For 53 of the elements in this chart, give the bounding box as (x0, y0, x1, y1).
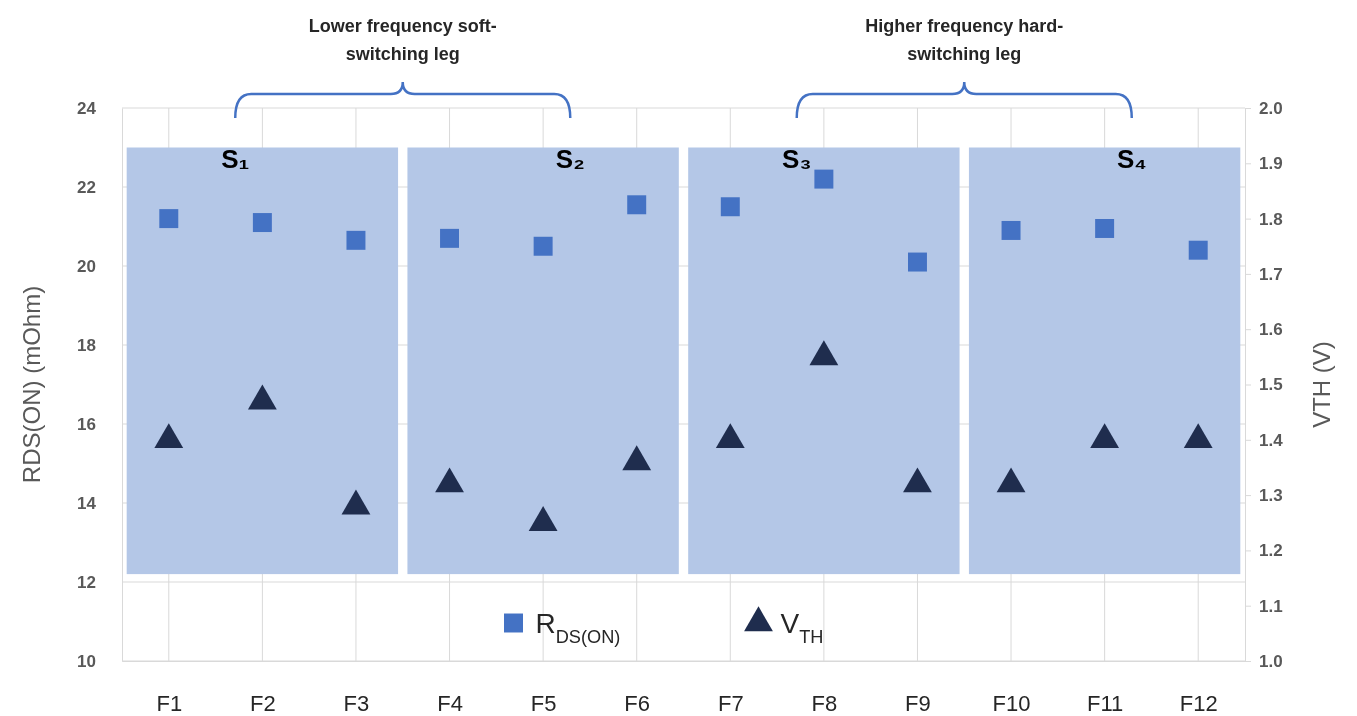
y-tick-label: 20 (77, 256, 96, 276)
band-label: S₂ (555, 143, 585, 174)
x-tick-label: F9 (905, 690, 931, 716)
band-label: S₄ (1116, 143, 1147, 174)
legend-label: R$_{DS(ON)}$ (535, 608, 621, 647)
y2-tick-label: 1.8 (1259, 209, 1283, 229)
point (346, 230, 366, 250)
point (159, 209, 179, 229)
y2-tick-label: 1.2 (1259, 541, 1283, 561)
y2-tick-label: 1.9 (1259, 154, 1283, 174)
point (720, 197, 740, 217)
y2-tick-label: 1.0 (1259, 651, 1283, 671)
y2-axis-title: VTH (V) (1308, 341, 1335, 428)
band-label: S₃ (782, 143, 812, 174)
x-tick-label: F10 (992, 690, 1031, 716)
x-tick-label: F11 (1086, 690, 1124, 716)
point (814, 169, 834, 189)
y2-tick-label: 1.4 (1259, 430, 1284, 450)
y2-tick-label: 1.1 (1259, 596, 1283, 616)
y-tick-label: 24 (77, 98, 97, 118)
y-tick-label: 22 (77, 177, 96, 197)
y-tick-label: 14 (77, 493, 97, 513)
x-tick-label: F2 (250, 690, 276, 716)
y2-tick-label: 2.0 (1259, 98, 1283, 118)
y2-tick-label: 1.7 (1259, 264, 1283, 284)
y-tick-label: 12 (77, 572, 96, 592)
point (1095, 218, 1115, 238)
x-tick-label: F3 (343, 690, 370, 716)
x-tick-label: F5 (530, 690, 557, 716)
text: Higher frequency hard-switching leg (865, 16, 1064, 64)
x-tick-label: F7 (717, 690, 744, 716)
point (252, 213, 272, 233)
point (907, 252, 927, 272)
x-tick-label: F12 (1179, 690, 1218, 716)
y2-tick-label: 1.3 (1259, 486, 1283, 506)
point (1188, 240, 1208, 260)
x-tick-label: F4 (437, 690, 463, 716)
point (627, 195, 647, 215)
point (440, 228, 460, 248)
band-label: S₁ (221, 143, 250, 174)
y2-tick-label: 1.6 (1259, 320, 1283, 340)
x-tick-label: F1 (156, 690, 183, 716)
y-axis-title: RDS(ON) (mOhm) (18, 285, 45, 484)
y2-tick-label: 1.5 (1259, 375, 1283, 395)
point (1001, 220, 1021, 240)
point (533, 236, 553, 256)
legend-label: V$_{TH}$ (780, 608, 824, 647)
x-tick-label: F8 (811, 690, 838, 716)
y-tick-label: 10 (77, 651, 96, 671)
x-tick-label: F6 (624, 690, 651, 716)
y-tick-label: 16 (77, 414, 96, 434)
text: Lower frequency soft-switching leg (308, 16, 497, 64)
y-tick-label: 18 (77, 335, 96, 355)
